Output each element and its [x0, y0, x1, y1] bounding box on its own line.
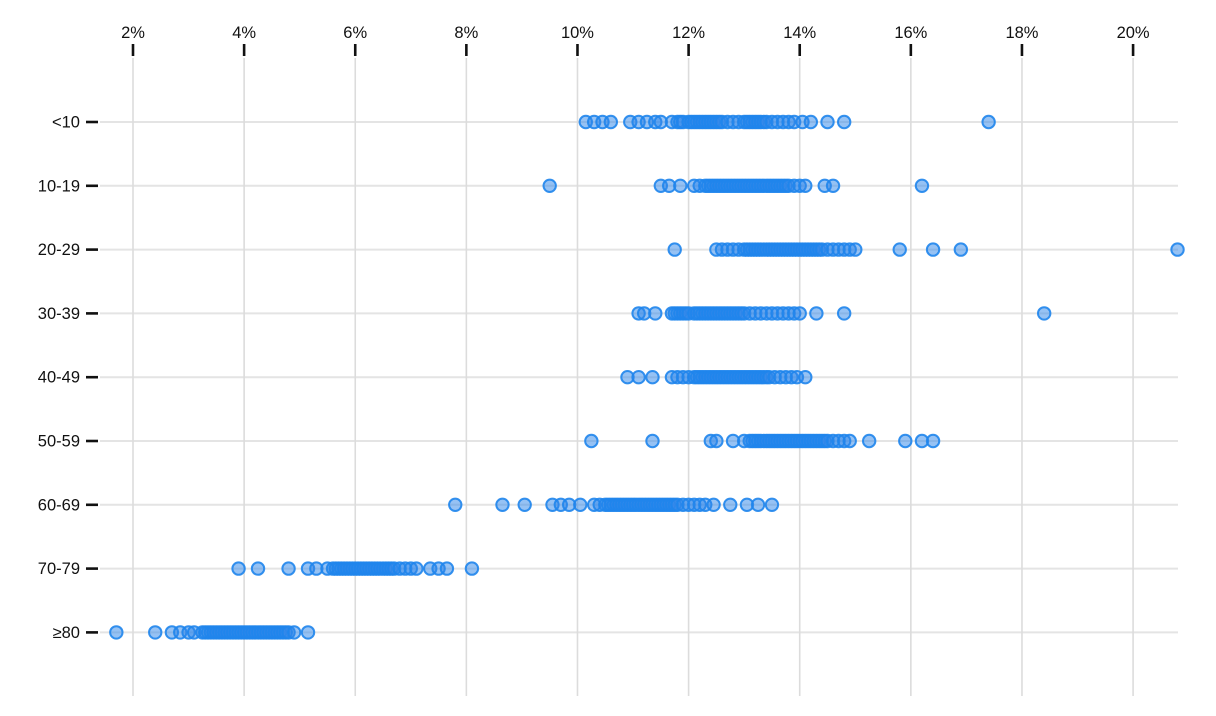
- data-point: [1170, 242, 1185, 257]
- x-tick-label: 20%: [1117, 24, 1150, 42]
- data-point: [953, 242, 969, 257]
- data-point: [706, 497, 721, 512]
- x-tick-label: 4%: [232, 24, 256, 42]
- data-point: [836, 306, 852, 321]
- data-point: [300, 625, 316, 640]
- y-axis-label: 10-19: [38, 177, 80, 195]
- data-point: [861, 433, 877, 449]
- data-point: [584, 433, 599, 449]
- x-tick-label: 12%: [672, 24, 705, 42]
- data-point: [798, 178, 813, 194]
- data-point: [792, 306, 807, 321]
- y-axis-label: 50-59: [38, 433, 80, 451]
- data-point: [109, 625, 124, 640]
- x-tick-label: 14%: [783, 24, 816, 42]
- data-point: [603, 114, 619, 130]
- data-point: [645, 370, 660, 385]
- x-tick-label: 2%: [121, 24, 145, 42]
- data-point: [409, 561, 424, 576]
- data-point: [809, 306, 824, 321]
- x-tick-label: 6%: [343, 24, 367, 42]
- data-point: [517, 497, 532, 512]
- data-point: [286, 625, 302, 640]
- x-tick-label: 16%: [894, 24, 927, 42]
- data-point: [892, 242, 907, 257]
- y-axis-label: ≥80: [53, 624, 80, 642]
- data-point: [631, 370, 646, 385]
- data-point: [803, 114, 819, 130]
- data-point: [448, 497, 463, 512]
- data-point: [750, 497, 766, 512]
- data-point: [495, 497, 510, 512]
- data-point: [439, 561, 455, 576]
- data-point: [836, 114, 852, 130]
- data-point: [825, 178, 841, 194]
- y-axis-label: 20-29: [38, 241, 80, 259]
- y-axis-label: <10: [52, 114, 80, 132]
- data-point: [464, 561, 480, 576]
- data-point: [914, 178, 930, 194]
- data-point: [148, 625, 163, 640]
- data-point: [667, 242, 682, 257]
- data-point: [250, 561, 266, 576]
- data-point: [820, 114, 835, 130]
- y-axis-label: 70-79: [38, 560, 80, 578]
- y-axis-label: 60-69: [38, 496, 80, 514]
- data-point: [648, 306, 663, 321]
- x-tick-label: 10%: [561, 24, 594, 42]
- data-point: [898, 433, 913, 449]
- data-point: [709, 433, 724, 449]
- data-point: [723, 497, 738, 512]
- y-axis-label: 30-39: [38, 305, 80, 323]
- data-point: [542, 178, 557, 194]
- data-point: [281, 561, 296, 576]
- data-point: [925, 433, 941, 449]
- x-tick-label: 8%: [454, 24, 478, 42]
- data-point: [673, 178, 688, 194]
- data-point: [231, 561, 246, 576]
- data-point: [645, 433, 660, 449]
- data-point: [842, 433, 857, 449]
- data-point: [1036, 306, 1052, 321]
- x-tick-label: 18%: [1005, 24, 1038, 42]
- y-axis-label: 40-49: [38, 369, 80, 387]
- data-point: [764, 497, 780, 512]
- data-point: [573, 497, 588, 512]
- data-point: [848, 242, 863, 257]
- data-point: [925, 242, 941, 257]
- data-point: [981, 114, 996, 130]
- data-point: [798, 370, 813, 385]
